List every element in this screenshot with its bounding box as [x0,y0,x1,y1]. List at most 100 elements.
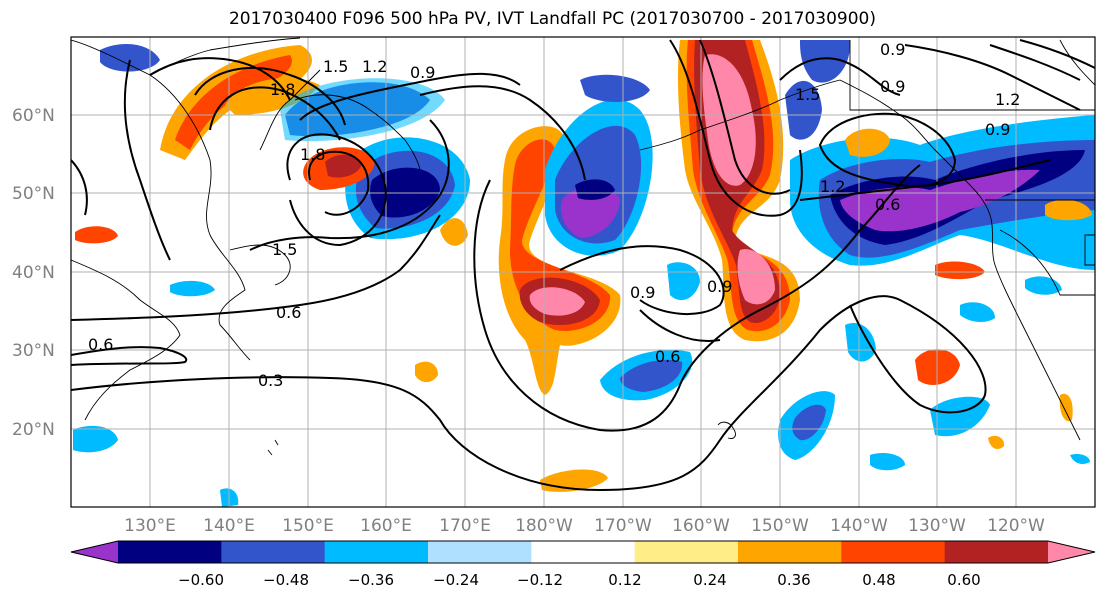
negative-anomaly-region [560,186,620,238]
negative-anomaly-region [73,425,118,453]
contour-line [1019,39,1095,69]
colorbar-tick-label: 0.60 [947,571,980,589]
colorbar-outline [70,540,1096,564]
positive-anomaly-region [845,128,890,157]
positive-anomaly-region [1045,199,1092,221]
negative-anomaly-region [100,44,160,72]
contour-line [71,159,88,216]
positive-anomaly-region [225,77,320,115]
negative-anomaly-region [785,80,822,140]
colorbar-tick-label: 0.12 [608,571,641,589]
contour-line [799,159,1051,201]
lon-label: 130°E [124,516,176,536]
colorbar-extend-low [71,541,118,563]
contour-label: 1.5 [795,85,820,104]
positive-anomaly-region [988,435,1005,450]
contour-line [473,164,921,432]
colorbar-tick-label: 0.24 [693,571,726,589]
negative-anomaly-region [840,169,1040,232]
colorbar-segment [944,541,1049,563]
contour-line [818,112,957,188]
contour-label: 0.9 [707,277,732,296]
colorbar-segment [634,541,739,563]
lat-label: 50°N [12,184,55,204]
colorbar-tick-label: −0.48 [263,571,309,589]
figure-title: 2017030400 F096 500 hPa PV, IVT Landfall… [228,9,876,29]
lon-label: 160°E [360,516,412,536]
contour-label: 0.6 [88,335,113,354]
negative-anomaly-region [870,453,905,471]
positive-anomaly-region [75,226,118,244]
colorbar-tick-label: −0.36 [348,571,394,589]
contour-label: 1.5 [323,57,348,76]
negative-anomaly-region [960,302,995,322]
contour-line [71,346,188,366]
lon-label: 130°W [908,516,966,536]
map-frame [70,36,1096,508]
colorbar-segment [118,541,222,563]
negative-anomaly-region [170,280,215,297]
contour-line [71,214,441,321]
contour-label: 0.9 [410,63,435,82]
contour-label: 0.9 [880,40,905,59]
contour-line [123,59,171,261]
contour-line [209,86,341,141]
contour-line [286,133,387,247]
colorbar-tick-label: 0.48 [862,571,895,589]
contour-label: 0.9 [630,283,655,302]
positive-anomaly-region [1059,393,1073,422]
colorbar-extend-high [1048,541,1095,563]
contour-label: 1.8 [270,80,295,99]
latitude-axis: 60°N 50°N 40°N 30°N 20°N [12,106,55,440]
lon-label: 150°E [282,516,334,536]
positive-anomaly-region [935,261,985,280]
contour-line [779,57,901,96]
lon-label: 170°W [594,516,652,536]
contour-label: 0.9 [985,120,1010,139]
colorbar-tick-label: 0.36 [777,571,810,589]
negative-anomaly-region [800,40,851,83]
colorbar-segment [738,541,842,563]
colorbar [70,540,1096,564]
contour-line [669,39,803,217]
colorbar-segment [428,541,532,563]
contour-line [149,57,291,101]
positive-anomaly-region [175,55,292,150]
lon-label: 150°W [751,516,809,536]
contour-label: 0.6 [875,195,900,214]
positive-anomaly-region [440,218,468,246]
contour-line [299,72,521,121]
colorbar-segment [324,541,429,563]
contour-line [419,85,586,181]
colorbar-tick-label: −0.60 [178,571,224,589]
contour-lines [71,39,1095,492]
negative-anomaly-region [1070,453,1090,464]
contour-line [194,67,346,126]
lat-label: 30°N [12,341,55,361]
contour-line [308,150,370,216]
contour-label: 1.5 [272,240,297,259]
contour-label: 0.6 [655,347,680,366]
contour-label: 0.3 [258,371,283,390]
negative-anomaly-region [580,74,650,102]
contour-line [71,295,987,492]
contour-label: 0.6 [276,303,301,322]
contour-label: 1.2 [995,90,1020,109]
negative-anomaly-region [620,359,683,392]
contour-line [559,245,725,316]
lon-label: 160°W [672,516,730,536]
contour-label: 0.9 [880,77,905,96]
negative-anomaly-region [280,78,445,142]
colorbar-segment [841,541,946,563]
contour-label: 1.2 [820,177,845,196]
lon-label: 180°W [515,516,573,536]
longitude-axis: 130°E 140°E 150°E 160°E 170°E 180°W 170°… [124,516,1045,536]
positive-anomaly-region [325,154,362,178]
lon-label: 120°W [987,516,1045,536]
contour-line [699,39,791,195]
negative-anomaly-region [575,179,615,200]
colorbar-tick-label: −0.12 [517,571,563,589]
positive-anomaly-region [737,249,775,305]
lon-label: 170°E [439,516,491,536]
